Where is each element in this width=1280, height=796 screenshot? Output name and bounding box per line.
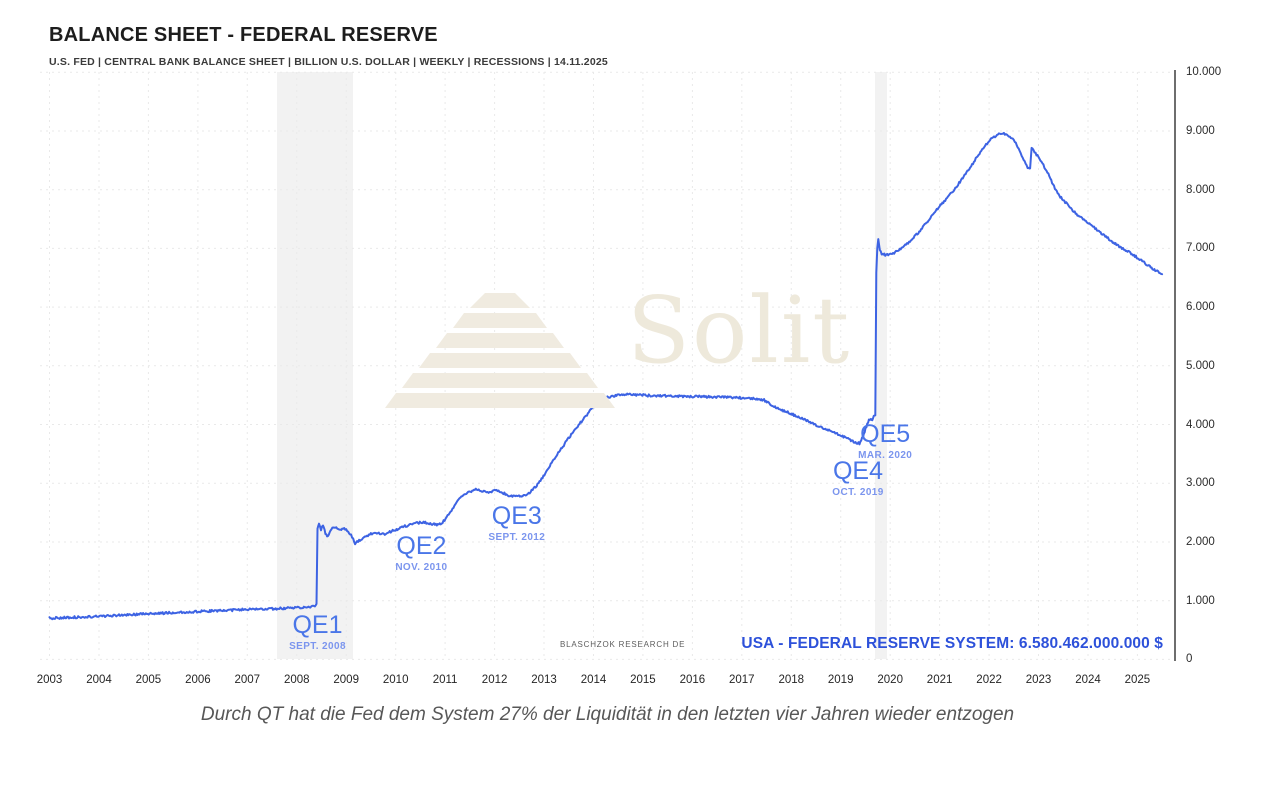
x-tick-label: 2009 xyxy=(333,674,359,686)
annotation-qe5: QE5 MAR. 2020 xyxy=(825,421,945,461)
x-tick-label: 2021 xyxy=(926,674,953,686)
x-tick-label: 2016 xyxy=(679,674,706,686)
x-tick-label: 2013 xyxy=(531,674,557,686)
x-tick-label: 2019 xyxy=(827,674,854,686)
qe-date-label: NOV. 2010 xyxy=(395,562,448,573)
page-subtitle: U.S. FED | CENTRAL BANK BALANCE SHEET | … xyxy=(49,56,608,68)
pyramid-layer xyxy=(436,333,564,348)
y-tick-label: 3.000 xyxy=(1186,477,1215,490)
brand-watermark-text: Solit xyxy=(627,277,852,384)
pyramid-layer xyxy=(470,293,530,308)
pyramid-watermark-icon xyxy=(385,291,615,408)
annotation-qe3: QE3 SEPT. 2012 xyxy=(457,503,577,543)
y-tick-label: 1.000 xyxy=(1186,594,1215,607)
x-tick-label: 2005 xyxy=(135,674,162,686)
annotation-qe1: QE1 SEPT. 2008 xyxy=(258,612,378,652)
balance-sheet-line xyxy=(48,131,1164,621)
y-tick-label: 8.000 xyxy=(1186,183,1215,196)
annotation-qe4: QE4 OCT. 2019 xyxy=(798,458,918,498)
x-tick-label: 2003 xyxy=(36,674,63,686)
x-tick-label: 2020 xyxy=(877,674,903,686)
x-tick-label: 2010 xyxy=(382,674,409,686)
x-tick-label: 2018 xyxy=(778,674,805,686)
x-tick-label: 2007 xyxy=(234,674,261,686)
y-tick-label: 10.000 xyxy=(1186,66,1222,79)
x-tick-label: 2004 xyxy=(86,674,112,686)
page-title: BALANCE SHEET - FEDERAL RESERVE xyxy=(49,24,438,46)
pyramid-layer xyxy=(419,353,581,368)
qe-label: QE5 xyxy=(860,420,911,448)
qe-date-label: OCT. 2019 xyxy=(832,487,884,498)
x-tick-label: 2022 xyxy=(976,674,1002,686)
x-tick-label: 2008 xyxy=(284,674,310,686)
y-tick-label: 9.000 xyxy=(1186,125,1215,137)
qe-label: QE1 xyxy=(292,611,343,639)
y-tick-label: 2.000 xyxy=(1186,536,1215,548)
x-tick-label: 2023 xyxy=(1025,674,1052,686)
y-tick-label: 7.000 xyxy=(1186,242,1215,255)
pyramid-layer xyxy=(453,313,547,328)
research-credit: BLASCHZOK RESEARCH DE xyxy=(560,640,686,649)
x-tick-label: 2015 xyxy=(630,674,656,686)
balance-value-label: USA - FEDERAL RESERVE SYSTEM: 6.580.462.… xyxy=(741,635,1163,652)
qe-label: QE2 xyxy=(396,532,447,560)
pyramid-layer xyxy=(402,373,598,388)
y-tick-label: 4.000 xyxy=(1186,418,1215,431)
x-tick-label: 2012 xyxy=(481,674,508,686)
qe-date-label: SEPT. 2012 xyxy=(488,532,546,543)
y-tick-label: 5.000 xyxy=(1186,359,1215,372)
x-tick-label: 2011 xyxy=(432,674,458,686)
annotation-qe2: QE2 NOV. 2010 xyxy=(361,533,481,573)
pyramid-layer xyxy=(385,393,615,408)
qe-date-label: MAR. 2020 xyxy=(858,450,913,461)
x-tick-label: 2006 xyxy=(185,674,211,686)
chart-caption: Durch QT hat die Fed dem System 27% der … xyxy=(200,704,1015,725)
y-tick-label: 0 xyxy=(1186,653,1193,666)
x-tick-label: 2017 xyxy=(729,674,755,686)
qe-label: QE3 xyxy=(491,502,542,530)
x-tick-label: 2014 xyxy=(580,674,607,686)
y-tick-label: 6.000 xyxy=(1186,301,1215,314)
qe-label: QE4 xyxy=(832,457,884,485)
x-tick-label: 2024 xyxy=(1075,674,1101,686)
x-tick-label: 2025 xyxy=(1124,674,1151,686)
qe-date-label: SEPT. 2008 xyxy=(289,641,346,652)
